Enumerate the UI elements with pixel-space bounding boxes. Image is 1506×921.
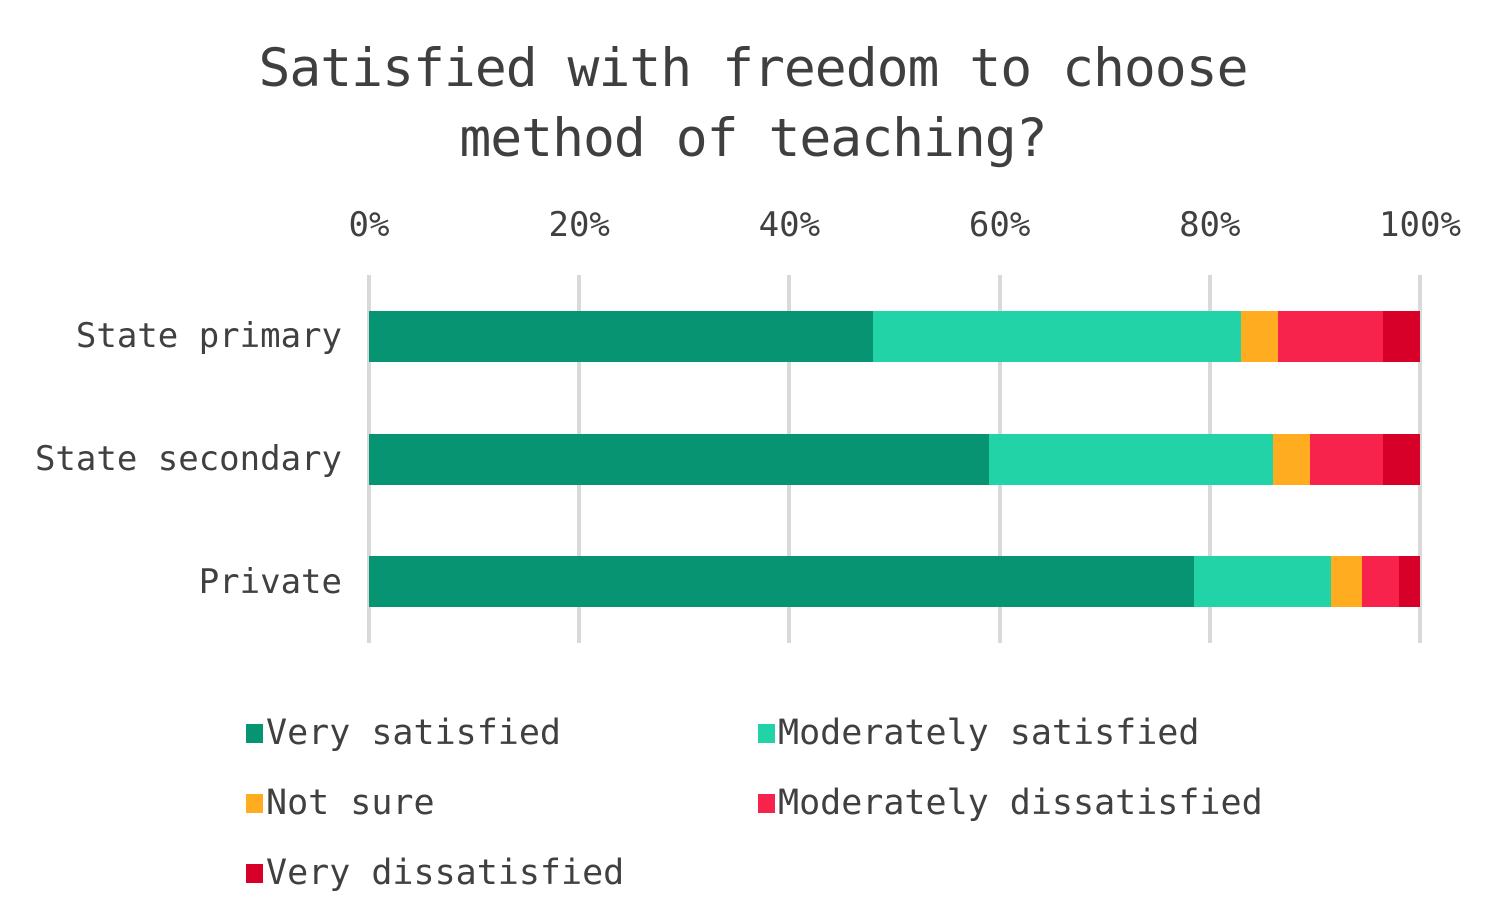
legend-label: Very satisfied <box>266 713 562 753</box>
legend-item: Moderately dissatisfied <box>758 768 1426 838</box>
bar-segment <box>1362 556 1399 608</box>
bar-row <box>369 433 1420 485</box>
bar-segment <box>1278 310 1384 362</box>
bar-segment <box>1309 433 1384 485</box>
axis-tick-label: 40% <box>758 205 821 245</box>
x-axis: 0% 20% 40% 60% 80% 100% <box>349 205 1461 251</box>
bar-row <box>369 556 1420 608</box>
bar-segment <box>369 556 1195 608</box>
legend-item: Not sure <box>246 768 758 838</box>
legend-swatch-icon <box>246 723 263 743</box>
category-label: Private <box>198 561 342 602</box>
plot-area <box>367 275 1422 643</box>
bar-segment <box>1194 556 1331 608</box>
category-label: State primary <box>75 316 342 357</box>
legend-swatch-icon <box>758 793 775 813</box>
bar-segment <box>873 310 1242 362</box>
bar-segment <box>1330 556 1363 608</box>
bar-segment <box>369 310 874 362</box>
legend-label: Very dissatisfied <box>266 853 625 893</box>
axis-tick-label: 20% <box>548 205 610 245</box>
axis-tick-label: 60% <box>968 205 1031 245</box>
bar-segment <box>989 433 1273 485</box>
legend-item: Moderately satisfied <box>758 698 1426 768</box>
legend-swatch-icon <box>758 723 775 743</box>
legend-item: Very dissatisfied <box>246 838 758 908</box>
bar-row <box>369 310 1420 362</box>
bar-segment <box>369 433 990 485</box>
legend-swatch-icon <box>246 793 263 813</box>
legend: Very satisfied Moderately satisfied Not su… <box>246 698 1426 908</box>
bar-segment <box>1383 433 1420 485</box>
bar-segment <box>1383 310 1420 362</box>
bar-segment <box>1398 556 1420 608</box>
legend-item: Very satisfied <box>246 698 758 768</box>
legend-swatch-icon <box>246 863 263 883</box>
bar-segment <box>1241 310 1279 362</box>
axis-tick-label: 80% <box>1179 205 1241 245</box>
legend-label: Moderately satisfied <box>778 713 1200 753</box>
category-label: State secondary <box>34 439 342 479</box>
chart-title: Satisfied with freedom to choose method … <box>258 38 1248 169</box>
axis-tick-label: 100% <box>1379 205 1461 245</box>
legend-label: Not sure <box>266 783 435 823</box>
bar-segment <box>1272 433 1310 485</box>
axis-tick-label: 0% <box>348 205 390 245</box>
legend-label: Moderately dissatisfied <box>778 783 1263 823</box>
gridline <box>1418 275 1422 643</box>
